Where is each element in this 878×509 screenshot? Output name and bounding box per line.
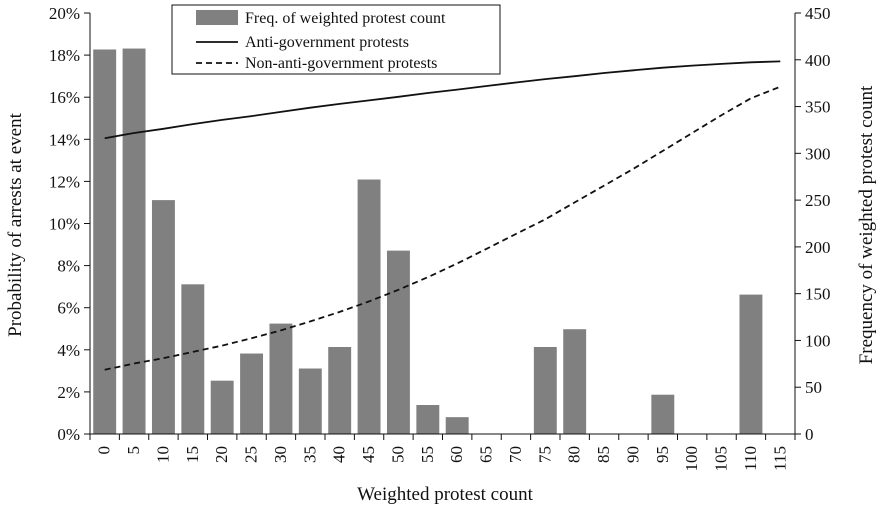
left-tick-label: 6% bbox=[57, 299, 80, 318]
right-tick-label: 100 bbox=[805, 331, 831, 350]
x-tick-label: 90 bbox=[623, 446, 642, 463]
left-tick-label: 0% bbox=[57, 425, 80, 444]
x-tick-label: 75 bbox=[535, 446, 554, 463]
x-tick-label: 70 bbox=[506, 446, 525, 463]
x-tick-label: 80 bbox=[565, 446, 584, 463]
left-tick-label: 10% bbox=[49, 215, 80, 234]
bar-30 bbox=[269, 323, 293, 434]
legend-label-bars: Freq. of weighted protest count bbox=[245, 10, 446, 27]
bar-0 bbox=[93, 49, 117, 435]
bar-5 bbox=[122, 48, 146, 434]
x-tick-label: 65 bbox=[477, 446, 496, 463]
right-tick-label: 250 bbox=[805, 191, 831, 210]
anti-government-line bbox=[104, 60, 781, 140]
x-tick-label: 45 bbox=[359, 446, 378, 463]
right-tick-label: 300 bbox=[805, 144, 831, 163]
bar-40 bbox=[328, 346, 352, 434]
x-tick-label: 35 bbox=[300, 446, 319, 463]
x-tick-label: 105 bbox=[712, 446, 731, 472]
bar-60 bbox=[445, 417, 469, 434]
x-tick-label: 95 bbox=[653, 446, 672, 463]
x-tick-label: 15 bbox=[183, 446, 202, 463]
left-tick-label: 4% bbox=[57, 341, 80, 360]
right-tick-label: 400 bbox=[805, 51, 831, 70]
left-tick-label: 16% bbox=[49, 88, 80, 107]
right-tick-label: 50 bbox=[805, 378, 822, 397]
right-tick-label: 450 bbox=[805, 4, 831, 23]
right-tick-label: 350 bbox=[805, 98, 831, 117]
left-tick-label: 20% bbox=[49, 4, 80, 23]
x-tick-label: 100 bbox=[682, 446, 701, 472]
x-tick-label: 115 bbox=[770, 446, 789, 471]
x-tick-label: 50 bbox=[388, 446, 407, 463]
bar-20 bbox=[210, 380, 234, 434]
legend: Freq. of weighted protest count Anti-gov… bbox=[171, 4, 501, 75]
x-tick-label: 40 bbox=[330, 446, 349, 463]
legend-label-anti-government: Anti-government protests bbox=[245, 34, 409, 51]
left-tick-label: 2% bbox=[57, 383, 80, 402]
bar-50 bbox=[386, 250, 410, 434]
right-tick-label: 150 bbox=[805, 285, 831, 304]
left-tick-label: 12% bbox=[49, 172, 80, 191]
non-anti-government-line bbox=[104, 85, 781, 371]
x-axis-title: Weighted protest count bbox=[357, 484, 533, 505]
bar-55 bbox=[416, 404, 440, 434]
bar-80 bbox=[563, 329, 587, 434]
bar-45 bbox=[357, 179, 381, 434]
bar-10 bbox=[151, 200, 175, 434]
bar-110 bbox=[739, 294, 763, 434]
right-tick-label: 200 bbox=[805, 238, 831, 257]
x-tick-label: 0 bbox=[95, 446, 114, 455]
right-axis-title: Frequency of weighted protest count bbox=[856, 85, 877, 364]
x-tick-label: 55 bbox=[418, 446, 437, 463]
x-tick-label: 110 bbox=[741, 446, 760, 471]
x-tick-label: 60 bbox=[447, 446, 466, 463]
bar-35 bbox=[298, 368, 322, 434]
left-tick-label: 18% bbox=[49, 46, 80, 65]
left-tick-label: 14% bbox=[49, 130, 80, 149]
lines-layer bbox=[104, 60, 781, 371]
legend-bar-swatch bbox=[196, 10, 238, 25]
x-tick-label: 20 bbox=[212, 446, 231, 463]
bar-75 bbox=[533, 346, 557, 434]
labels-layer: 0%2%4%6%8%10%12%14%16%18%20%050100150200… bbox=[49, 4, 831, 472]
legend-label-non-anti-government: Non-anti-government protests bbox=[245, 55, 437, 72]
left-axis-title: Probability of arrests at event bbox=[5, 112, 26, 336]
right-tick-label: 0 bbox=[805, 425, 814, 444]
bar-25 bbox=[240, 353, 264, 434]
x-tick-label: 25 bbox=[242, 446, 261, 463]
axes-layer bbox=[84, 12, 801, 440]
bar-15 bbox=[181, 284, 205, 434]
x-tick-label: 5 bbox=[124, 446, 143, 455]
x-tick-label: 30 bbox=[271, 446, 290, 463]
bar-95 bbox=[651, 394, 675, 434]
bars-layer bbox=[93, 48, 763, 435]
left-tick-label: 8% bbox=[57, 257, 80, 276]
x-tick-label: 85 bbox=[594, 446, 613, 463]
x-tick-label: 10 bbox=[153, 446, 172, 463]
